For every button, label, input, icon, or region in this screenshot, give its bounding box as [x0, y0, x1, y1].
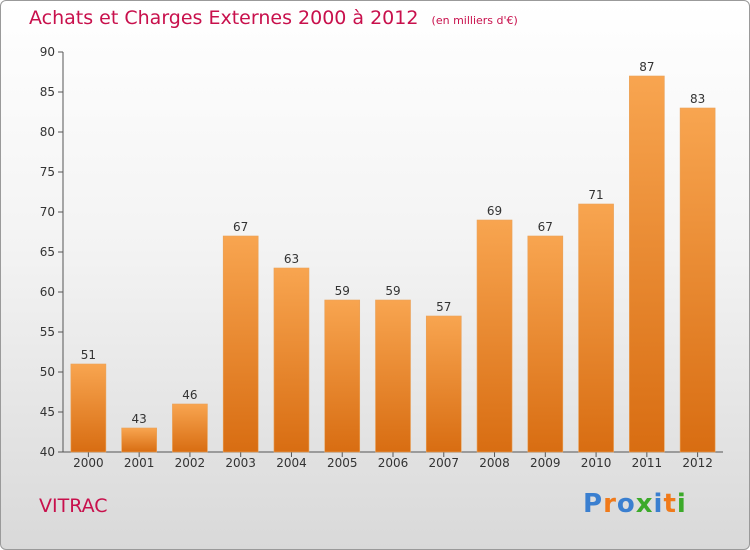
data-label: 43 — [132, 412, 147, 426]
bar — [679, 107, 716, 453]
x-tick-label: 2006 — [378, 456, 409, 470]
y-tick-label: 85 — [40, 85, 55, 99]
y-tick-label: 75 — [40, 165, 55, 179]
bar — [273, 267, 310, 453]
x-tick-label: 2008 — [479, 456, 510, 470]
data-label: 83 — [690, 92, 705, 106]
bar — [375, 299, 411, 453]
bar — [578, 203, 614, 453]
logo-letter: P — [583, 489, 604, 519]
bar — [222, 235, 259, 453]
x-tick-label: 2000 — [73, 456, 104, 470]
data-label: 67 — [538, 220, 553, 234]
y-tick-label: 70 — [40, 205, 55, 219]
title-unit: (en milliers d'€) — [431, 14, 518, 27]
data-label: 57 — [436, 300, 451, 314]
labels: 2000 51 2001 43 2002 46 2003 67 2004 63 2005 59 2006… — [73, 60, 713, 470]
data-label: 69 — [487, 204, 502, 218]
bar — [527, 235, 564, 453]
logo-letter: o — [616, 489, 636, 519]
logo-letter: x — [635, 489, 654, 519]
bar — [425, 315, 462, 453]
x-tick-label: 2009 — [530, 456, 561, 470]
data-label: 63 — [284, 252, 299, 266]
y-tick-label: 60 — [40, 285, 55, 299]
logo-letter: i — [653, 489, 664, 519]
data-label: 51 — [81, 348, 96, 362]
bar — [172, 403, 208, 453]
bars — [70, 75, 716, 453]
y-tick-label: 65 — [40, 245, 55, 259]
logo-letter: r — [603, 489, 617, 519]
y-tick-label: 45 — [40, 405, 55, 419]
y-tick-label: 80 — [40, 125, 55, 139]
y-tick-label: 55 — [40, 325, 55, 339]
y-tick-label: 50 — [40, 365, 55, 379]
data-label: 59 — [335, 284, 350, 298]
bar — [476, 219, 513, 453]
x-tick-label: 2002 — [175, 456, 206, 470]
x-tick-label: 2012 — [682, 456, 713, 470]
x-tick-label: 2011 — [632, 456, 663, 470]
proxiti-logo: Proxiti — [583, 489, 687, 519]
x-tick-label: 2005 — [327, 456, 358, 470]
x-tick-label: 2001 — [124, 456, 155, 470]
x-tick-label: 2004 — [276, 456, 307, 470]
data-label: 59 — [385, 284, 400, 298]
bar — [70, 363, 107, 453]
bar — [324, 299, 361, 453]
data-label: 67 — [233, 220, 248, 234]
data-label: 71 — [588, 188, 603, 202]
x-tick-label: 2010 — [581, 456, 612, 470]
x-tick-label: 2007 — [428, 456, 459, 470]
logo-letter: t — [663, 489, 677, 519]
bar — [121, 427, 157, 453]
chart-title: Achats et Charges Externes 2000 à 2012 (… — [29, 7, 518, 29]
title-text: Achats et Charges Externes 2000 à 2012 — [29, 7, 419, 29]
y-tick-label: 40 — [40, 445, 55, 459]
logo-letter: i — [676, 489, 687, 519]
data-label: 46 — [182, 388, 197, 402]
data-label: 87 — [639, 60, 654, 74]
bar — [629, 75, 665, 453]
commune-name: VITRAC — [39, 495, 108, 517]
x-tick-label: 2003 — [225, 456, 256, 470]
y-tick-label: 90 — [40, 45, 55, 59]
